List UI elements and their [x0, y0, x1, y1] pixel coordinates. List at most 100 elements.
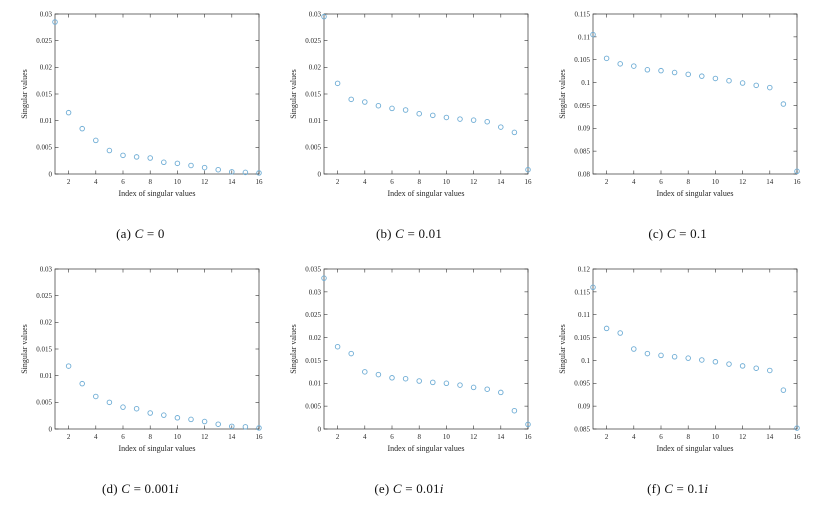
data-point: [698, 73, 705, 79]
data-point: [793, 168, 800, 175]
caption-segment: = 0: [143, 226, 165, 241]
data-point: [188, 416, 195, 423]
data-point: [174, 160, 181, 167]
data-point: [242, 424, 249, 430]
data-point: [93, 393, 99, 400]
x-tick-label: 10: [443, 433, 451, 441]
caption-segment: i: [439, 481, 444, 496]
chart-canvas-c: 2 4 6 8 10 12 14 16 0.08 0.085 0.09 0.095 0.1 0.105 0.…: [558, 10, 801, 198]
x-tick-label: 16: [256, 178, 264, 186]
y-tick-label: 0.03: [309, 288, 322, 296]
data-point: [766, 84, 773, 91]
y-tick-label: 0.015: [37, 345, 53, 353]
x-tick-label: 12: [201, 178, 209, 186]
y-tick-label: 0.11: [578, 311, 590, 319]
data-point: [443, 380, 450, 387]
data-point: [348, 96, 354, 103]
chart-canvas-a: 2 4 6 8 10 12 14 16 0 0.005 0.01 0.015 0.02 0.025 0.03…: [20, 10, 264, 198]
caption-segment: (d): [102, 481, 122, 496]
subplot-caption-d: (d) C = 0.001i: [102, 481, 179, 497]
data-point: [780, 101, 786, 107]
y-tick-label: 0.02: [309, 334, 322, 342]
y-tick-label: 0.115: [574, 288, 590, 296]
data-point: [402, 375, 409, 382]
y-tick-label: 0.02: [40, 64, 53, 72]
data-point: [470, 117, 477, 123]
data-point: [780, 387, 786, 393]
y-tick-label: 0.03: [40, 10, 53, 18]
caption-segment: = 0.1: [673, 481, 705, 496]
x-axis-label: Index of singular values: [387, 444, 464, 453]
data-point: [739, 80, 746, 86]
x-tick-label: 10: [174, 178, 182, 186]
data-point: [215, 421, 222, 427]
data-point: [685, 71, 691, 78]
subplot-caption-b: (b) C = 0.01: [376, 226, 442, 242]
chart-canvas-f: 2 4 6 8 10 12 14 16 0.085 0.09 0.095 0.1 0.105 0.11 0.…: [558, 265, 801, 453]
y-tick-label: 0.115: [574, 10, 590, 18]
axes-frame: [54, 13, 260, 175]
y-tick-label: 0.105: [574, 334, 590, 342]
y-tick-label: 0: [49, 425, 53, 433]
data-point: [766, 367, 773, 374]
data-point: [793, 425, 800, 431]
data-point: [698, 357, 705, 363]
caption-segment: C: [134, 226, 144, 241]
y-axis-label: Singular values: [20, 69, 29, 119]
data-point: [416, 110, 422, 117]
data-point: [229, 169, 235, 175]
data-point: [753, 82, 759, 89]
caption-segment: (a): [116, 226, 135, 241]
x-tick-label: 16: [793, 178, 801, 186]
x-tick-label: 10: [712, 178, 720, 186]
axes-frame: [323, 268, 529, 430]
data-point: [671, 69, 678, 76]
x-axis-label: Index of singular values: [656, 189, 733, 198]
data-point: [66, 363, 72, 369]
x-axis-label: Index of singular values: [656, 444, 733, 453]
x-tick-label: 12: [470, 178, 478, 186]
data-point: [753, 365, 759, 371]
subplot-caption-f: (f) C = 0.1i: [647, 481, 708, 497]
x-tick-label: 2: [67, 178, 71, 186]
x-tick-label: 4: [363, 433, 367, 441]
caption-segment: (b): [375, 226, 396, 241]
data-point: [215, 166, 222, 173]
subplot-d: 2 4 6 8 10 12 14 16 0 0.005 0.01 0.015 0.02 0.025 0.03…: [6, 259, 275, 514]
data-point: [498, 389, 504, 396]
data-point: [147, 155, 154, 161]
x-tick-label: 4: [94, 178, 98, 186]
caption-segment: C: [121, 481, 131, 496]
data-point: [134, 405, 140, 412]
x-tick-label: 8: [417, 178, 421, 186]
axes-frame: [592, 13, 798, 175]
data-point: [120, 404, 127, 410]
y-tick-label: 0.02: [309, 64, 322, 72]
data-point: [174, 415, 181, 421]
y-tick-label: 0.005: [37, 144, 53, 152]
x-tick-label: 6: [122, 433, 126, 441]
y-tick-label: 0.085: [574, 425, 590, 433]
subplot-f: 2 4 6 8 10 12 14 16 0.085 0.09 0.095 0.1 0.105 0.11 0.…: [543, 259, 812, 514]
subplot-caption-a: (a) C = 0: [116, 226, 165, 242]
x-tick-label: 12: [739, 178, 747, 186]
caption-segment: C: [666, 226, 676, 241]
x-tick-label: 2: [336, 433, 340, 441]
x-tick-label: 6: [390, 178, 394, 186]
y-tick-label: 0.095: [574, 102, 590, 110]
x-tick-label: 4: [632, 178, 636, 186]
axes-frame: [323, 13, 529, 175]
x-tick-label: 14: [766, 433, 774, 441]
caption-segment: = 0.001: [130, 481, 175, 496]
y-axis-label: Singular values: [558, 324, 567, 374]
data-point: [511, 129, 518, 136]
y-tick-label: 0.025: [37, 37, 53, 45]
x-tick-label: 16: [524, 178, 532, 186]
x-tick-label: 4: [632, 433, 636, 441]
data-point: [66, 109, 72, 116]
x-tick-label: 14: [497, 178, 505, 186]
y-tick-label: 0: [317, 425, 321, 433]
data-point: [712, 75, 718, 82]
data-point: [161, 412, 167, 418]
data-point: [484, 386, 490, 392]
